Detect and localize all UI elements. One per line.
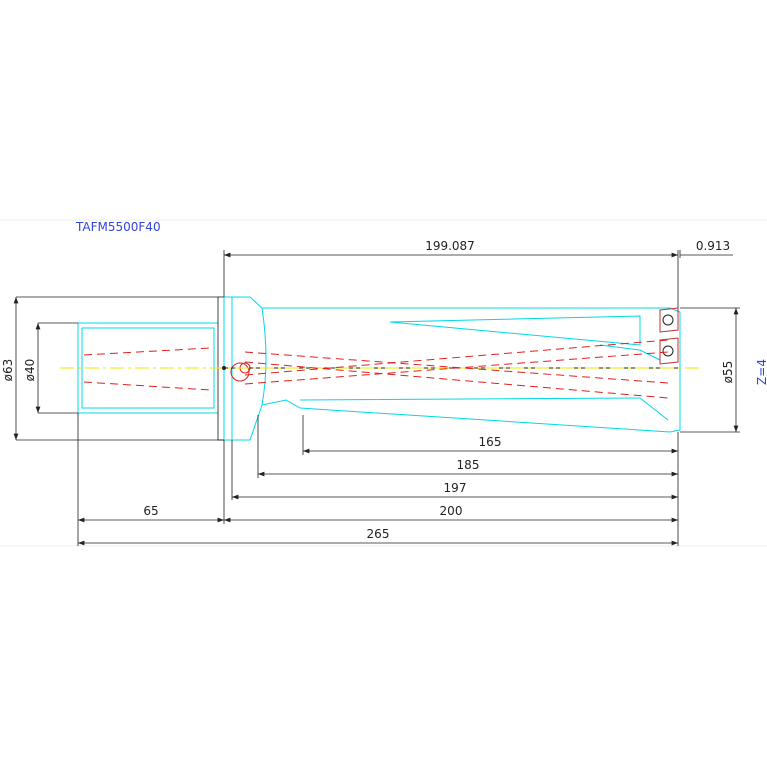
dimension-label: 0.913: [696, 239, 730, 253]
dimension-lines: [13, 250, 740, 546]
dimension-label: 165: [479, 435, 502, 449]
tool: [60, 296, 700, 441]
dimension-label: 197: [444, 481, 467, 495]
dimension-label: Z=4: [755, 359, 767, 385]
dimension-label: 65: [143, 504, 158, 518]
dimension-label: 199.087: [425, 239, 475, 253]
title: TAFM5500F40: [75, 220, 161, 234]
dimension-label: 200: [440, 504, 463, 518]
dimension-label: 185: [457, 458, 480, 472]
dimension-label: ø40: [23, 359, 37, 382]
dimension-label: ø55: [721, 361, 735, 384]
dimension-label: 265: [367, 527, 390, 541]
dimension-label: ø63: [1, 359, 15, 382]
